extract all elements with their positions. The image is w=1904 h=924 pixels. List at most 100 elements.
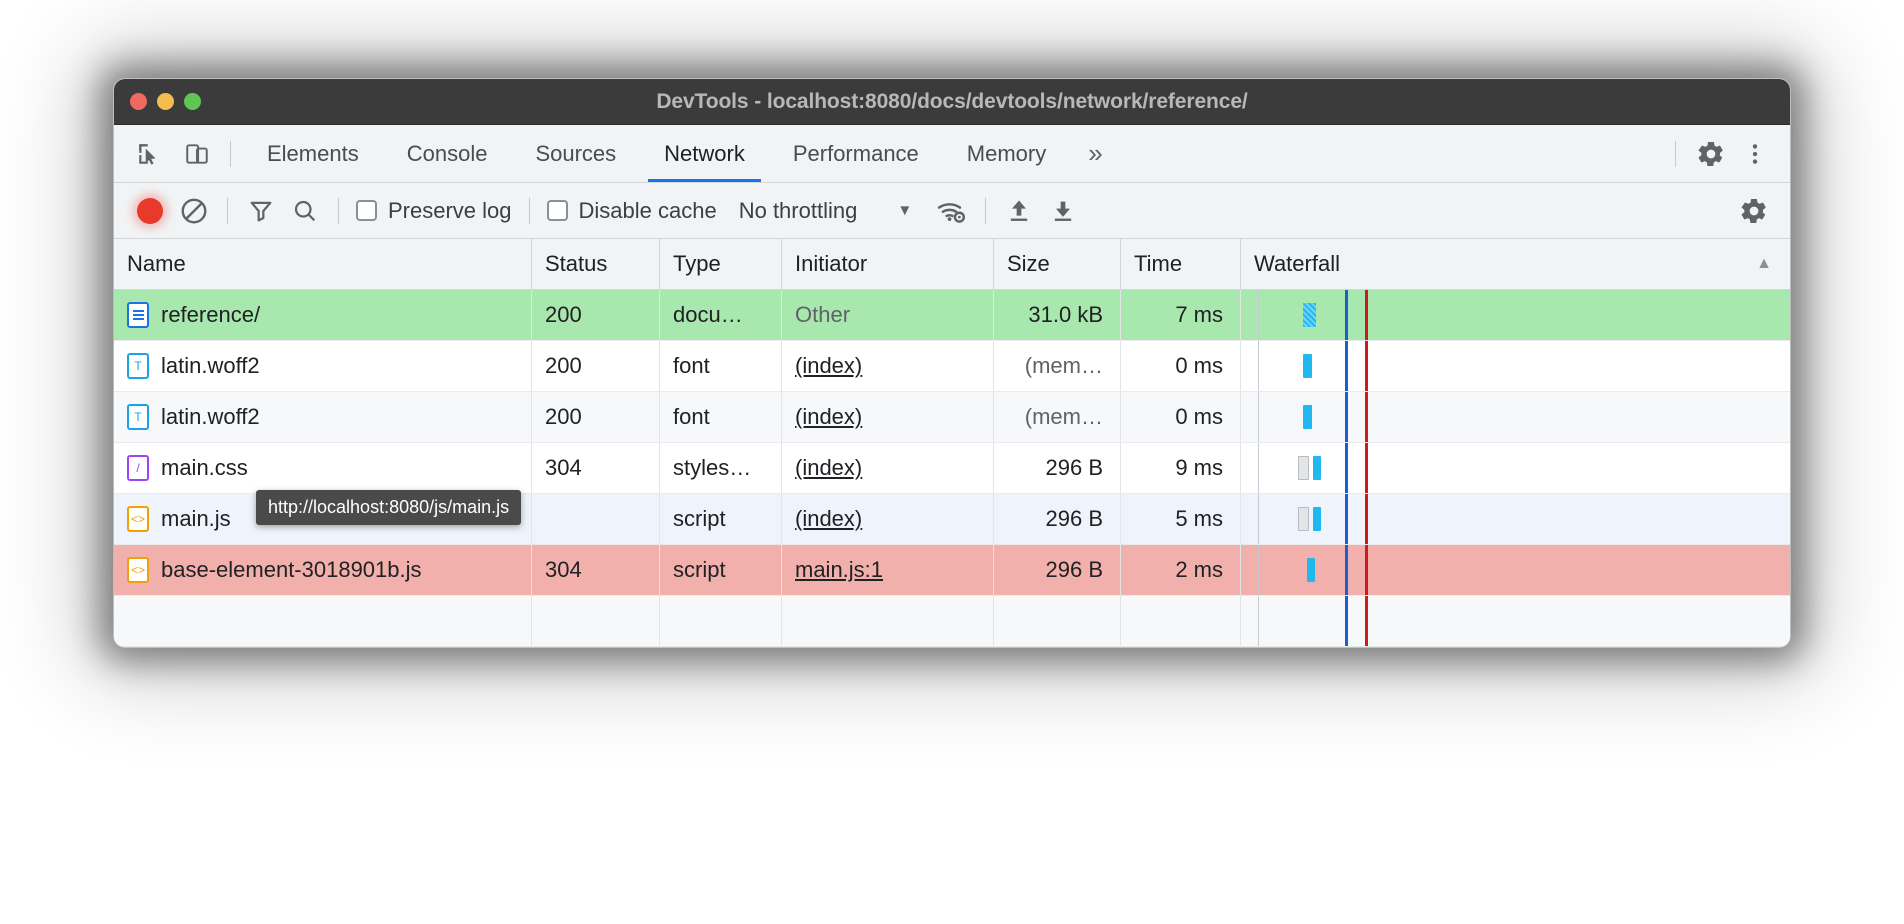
tab-performance[interactable]: Performance bbox=[769, 125, 943, 182]
preserve-log-label: Preserve log bbox=[388, 197, 512, 223]
column-header-status[interactable]: Status bbox=[532, 239, 660, 289]
toolbar-divider-4 bbox=[985, 197, 987, 224]
cell-name[interactable]: <> base-element-3018901b.js bbox=[114, 545, 532, 595]
cell-name[interactable]: T latin.woff2 bbox=[114, 392, 532, 442]
device-toolbar-icon[interactable] bbox=[176, 133, 218, 175]
filterbar-right bbox=[1732, 189, 1790, 233]
column-header-initiator[interactable]: Initiator bbox=[782, 239, 994, 289]
cell-name[interactable]: / main.css bbox=[114, 443, 532, 493]
waterfall-bar bbox=[1313, 456, 1321, 480]
export-har-icon bbox=[1055, 201, 1072, 221]
column-header-type[interactable]: Type bbox=[660, 239, 782, 289]
initiator-link[interactable]: (index) bbox=[795, 353, 863, 378]
dom-content-loaded-line bbox=[1345, 545, 1348, 595]
minimize-window-button[interactable] bbox=[157, 93, 174, 110]
cell-size: (mem… bbox=[994, 341, 1121, 391]
waterfall-gridline bbox=[1258, 443, 1259, 493]
cell-name bbox=[114, 596, 532, 646]
cell-status bbox=[532, 596, 660, 646]
waterfall-gridline bbox=[1258, 545, 1259, 595]
table-row[interactable]: T latin.woff2 200 font (index) (mem… 0 m… bbox=[114, 392, 1790, 443]
cell-name[interactable]: reference/ bbox=[114, 290, 532, 340]
table-header-row: Name Status Type Initiator Size Time Wat… bbox=[114, 239, 1790, 290]
preserve-log-checkbox[interactable]: Preserve log bbox=[350, 198, 518, 224]
network-settings-button[interactable] bbox=[1732, 189, 1776, 233]
more-options-icon[interactable] bbox=[1734, 133, 1776, 175]
initiator-link[interactable]: (index) bbox=[795, 506, 863, 531]
table-row[interactable]: T latin.woff2 200 font (index) (mem… 0 m… bbox=[114, 341, 1790, 392]
cell-type: docu… bbox=[660, 290, 782, 340]
cell-initiator[interactable]: (index) bbox=[782, 443, 994, 493]
cell-initiator[interactable]: (index) bbox=[782, 392, 994, 442]
search-button[interactable] bbox=[283, 189, 327, 233]
load-event-line bbox=[1365, 443, 1368, 493]
inspect-element-icon[interactable] bbox=[128, 133, 170, 175]
table-row-empty bbox=[114, 596, 1790, 647]
tab-label: Elements bbox=[267, 140, 359, 166]
toolbar-divider-2 bbox=[338, 197, 339, 224]
cell-initiator[interactable]: (index) bbox=[782, 341, 994, 391]
column-header-name[interactable]: Name bbox=[114, 239, 532, 289]
initiator-link[interactable]: main.js:1 bbox=[795, 557, 884, 582]
font-icon: T bbox=[127, 353, 149, 379]
table-row[interactable]: reference/ 200 docu… Other 31.0 kB 7 ms bbox=[114, 290, 1790, 341]
network-conditions-button[interactable] bbox=[930, 189, 974, 233]
load-event-line bbox=[1365, 596, 1368, 646]
column-label: Status bbox=[545, 251, 608, 276]
dom-content-loaded-line bbox=[1345, 341, 1348, 391]
column-header-waterfall[interactable]: Waterfall ▲ bbox=[1241, 239, 1790, 289]
initiator-link[interactable]: (index) bbox=[795, 455, 863, 480]
tab-label: Sources bbox=[535, 140, 617, 166]
cell-status: 304 bbox=[532, 545, 660, 595]
maximize-window-button[interactable] bbox=[184, 93, 201, 110]
tab-network[interactable]: Network bbox=[640, 125, 769, 182]
tab-label: Performance bbox=[792, 140, 919, 166]
tab-sources[interactable]: Sources bbox=[511, 125, 640, 182]
tab-memory[interactable]: Memory bbox=[943, 125, 1070, 182]
table-row[interactable]: / main.css 304 styles… (index) 296 B 9 m… bbox=[114, 443, 1790, 494]
checkbox-box[interactable] bbox=[546, 200, 568, 221]
cell-status: 200 bbox=[532, 290, 660, 340]
cell-waterfall[interactable] bbox=[1241, 290, 1790, 340]
cell-waterfall[interactable] bbox=[1241, 494, 1790, 544]
tab-console[interactable]: Console bbox=[383, 125, 512, 182]
record-button[interactable] bbox=[128, 189, 172, 233]
url-tooltip: http://localhost:8080/js/main.js bbox=[256, 490, 522, 525]
load-event-line bbox=[1365, 545, 1368, 595]
initiator-link[interactable]: (index) bbox=[795, 404, 863, 429]
filter-button[interactable] bbox=[239, 189, 283, 233]
cell-initiator[interactable]: main.js:1 bbox=[782, 545, 994, 595]
waterfall-bar bbox=[1313, 507, 1321, 531]
tab-elements[interactable]: Elements bbox=[243, 125, 383, 182]
import-har-button[interactable] bbox=[997, 189, 1041, 233]
request-name: main.js bbox=[161, 506, 231, 531]
waterfall-gridline bbox=[1258, 290, 1259, 340]
more-tabs-button[interactable]: » bbox=[1088, 138, 1103, 168]
cell-waterfall[interactable] bbox=[1241, 545, 1790, 595]
cell-size: (mem… bbox=[994, 392, 1121, 442]
close-window-button[interactable] bbox=[130, 93, 147, 110]
cell-name[interactable]: <> main.js bbox=[114, 494, 532, 544]
column-header-time[interactable]: Time bbox=[1121, 239, 1241, 289]
clear-button[interactable] bbox=[172, 189, 216, 233]
cell-waterfall[interactable] bbox=[1241, 443, 1790, 493]
checkbox-box[interactable] bbox=[356, 200, 377, 221]
column-header-size[interactable]: Size bbox=[994, 239, 1121, 289]
cell-type bbox=[660, 596, 782, 646]
request-name: reference/ bbox=[161, 302, 261, 327]
devtools-tabbar: Elements Console Sources Network Perform… bbox=[114, 125, 1790, 183]
waterfall-gridline bbox=[1258, 494, 1259, 544]
export-har-button[interactable] bbox=[1041, 189, 1085, 233]
throttling-select[interactable]: No throttling ▼ bbox=[739, 198, 912, 224]
load-event-line bbox=[1365, 392, 1368, 442]
table-row[interactable]: <> base-element-3018901b.js 304 script m… bbox=[114, 545, 1790, 596]
settings-gear-icon[interactable] bbox=[1690, 133, 1732, 175]
panel-tabs: Elements Console Sources Network Perform… bbox=[243, 125, 1121, 182]
disable-cache-checkbox[interactable]: Disable cache bbox=[541, 198, 723, 224]
cell-waterfall[interactable] bbox=[1241, 341, 1790, 391]
cell-waterfall[interactable] bbox=[1241, 392, 1790, 442]
cell-name[interactable]: T latin.woff2 bbox=[114, 341, 532, 391]
cell-initiator[interactable]: (index) bbox=[782, 494, 994, 544]
dom-content-loaded-line bbox=[1345, 494, 1348, 544]
